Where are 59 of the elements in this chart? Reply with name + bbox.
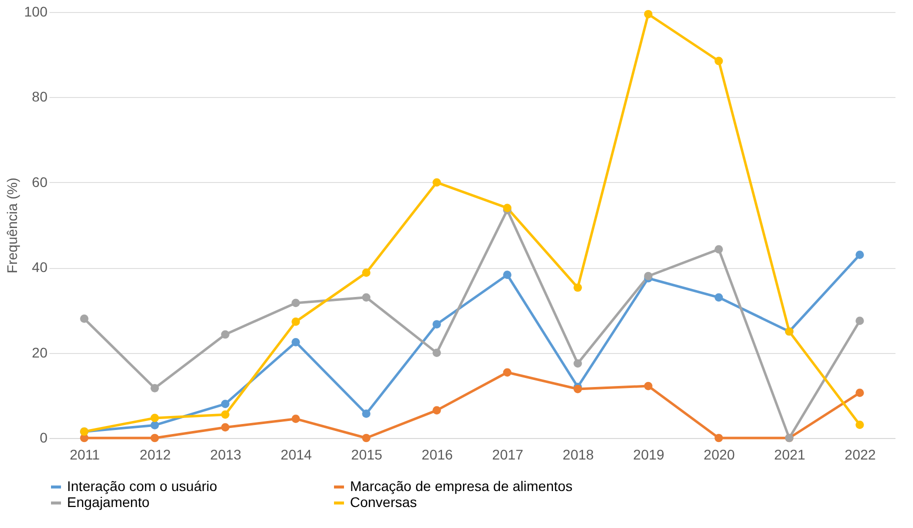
y-tick-label: 60 — [32, 174, 48, 190]
point — [644, 272, 652, 280]
point — [150, 434, 159, 442]
point — [292, 318, 300, 326]
x-tick-label: 2014 — [280, 446, 312, 462]
point — [714, 245, 723, 254]
point — [574, 283, 582, 292]
x-tick-label: 2017 — [492, 446, 524, 462]
point — [714, 434, 723, 442]
point — [221, 330, 230, 339]
point — [150, 384, 159, 392]
point — [644, 10, 652, 18]
x-tick-label: 2019 — [633, 446, 665, 462]
point — [856, 388, 864, 398]
y-tick-label: 100 — [24, 4, 48, 20]
legend-label: Interação com o usuário — [67, 478, 218, 494]
point — [432, 406, 441, 414]
point — [150, 414, 159, 422]
point — [714, 56, 723, 66]
legend-label: Marcação de empresa de alimentos — [350, 478, 573, 494]
x-tick-label: 2013 — [210, 446, 242, 462]
point — [221, 400, 230, 408]
legend-label: Engajamento — [67, 494, 150, 510]
x-tick-label: 2011 — [70, 446, 100, 462]
point — [80, 314, 88, 323]
y-tick-label: 40 — [32, 259, 48, 276]
point — [362, 268, 370, 277]
x-tick-label: 2020 — [704, 446, 736, 462]
x-tick-label: 2015 — [351, 446, 383, 462]
point — [432, 348, 441, 357]
point — [574, 359, 582, 368]
point — [292, 414, 300, 424]
x-tick-label: 2012 — [140, 446, 172, 462]
point — [856, 420, 864, 429]
y-tick-label: 80 — [32, 88, 48, 105]
y-tick-label: 0 — [40, 430, 48, 446]
x-tick-label: 2022 — [844, 446, 876, 462]
point — [503, 270, 512, 280]
y-tick-label: 20 — [32, 344, 48, 360]
point — [362, 293, 370, 302]
x-tick-label: 2018 — [562, 446, 594, 462]
point — [856, 316, 864, 326]
point — [432, 320, 441, 328]
y-axis-title: Frequência (%) — [4, 178, 20, 274]
point — [221, 423, 230, 432]
point — [856, 250, 864, 259]
point — [362, 410, 370, 418]
point — [221, 410, 230, 419]
point — [503, 368, 512, 377]
point — [362, 434, 370, 442]
point — [432, 178, 441, 187]
legend-label: Conversas — [350, 494, 417, 510]
point — [292, 298, 300, 308]
point — [150, 421, 159, 430]
point — [644, 382, 652, 390]
x-tick-label: 2016 — [422, 446, 454, 462]
point — [714, 293, 723, 302]
x-tick-label: 2021 — [774, 446, 806, 462]
point — [292, 338, 300, 346]
